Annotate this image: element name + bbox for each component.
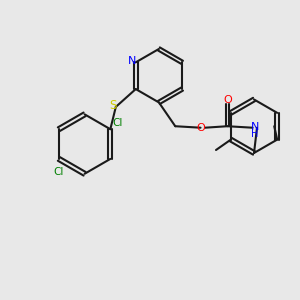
Text: S: S bbox=[109, 99, 116, 112]
Text: Cl: Cl bbox=[54, 167, 64, 177]
Text: N: N bbox=[128, 56, 136, 66]
Text: Cl: Cl bbox=[113, 118, 123, 128]
Text: O: O bbox=[196, 123, 205, 133]
Text: O: O bbox=[223, 95, 232, 105]
Text: H: H bbox=[251, 129, 258, 139]
Text: N: N bbox=[250, 122, 259, 132]
